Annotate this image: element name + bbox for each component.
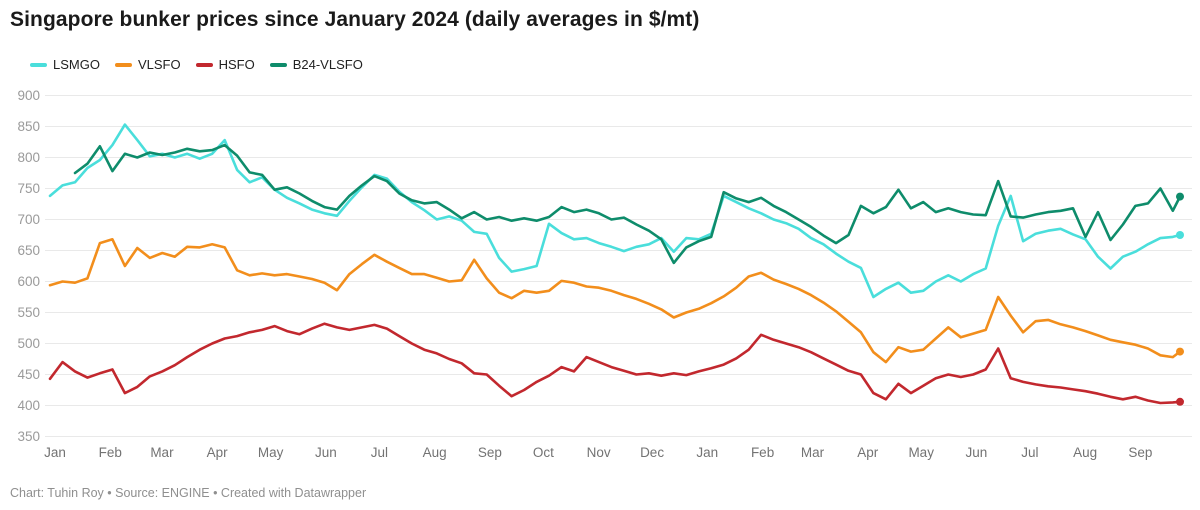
- chart-title: Singapore bunker prices since January 20…: [10, 8, 700, 31]
- y-tick-800: 800: [17, 150, 40, 165]
- y-tick-350: 350: [17, 429, 40, 444]
- chart-footer: Chart: Tuhin Roy • Source: ENGINE • Crea…: [10, 486, 367, 500]
- y-tick-500: 500: [17, 336, 40, 351]
- x-tick-9-oct: Oct: [533, 445, 554, 460]
- y-tick-650: 650: [17, 243, 40, 258]
- y-axis-labels: 900 850 800 750 700 650 600 550 500 450 400 350: [17, 88, 40, 444]
- x-tick-12-jan: Jan: [696, 445, 718, 460]
- x-tick-11-dec: Dec: [640, 445, 664, 460]
- series-line-b24-vlsfo[interactable]: [73, 143, 1182, 265]
- y-tick-550: 550: [17, 305, 40, 320]
- series-end-dot-b24-vlsfo: [1176, 192, 1184, 201]
- legend-item-hsfo: HSFO: [195, 57, 255, 72]
- series-end-dot-vlsfo: [1176, 347, 1184, 356]
- legend-label: VLSFO: [137, 57, 181, 72]
- x-tick-6-jul: Jul: [371, 445, 388, 460]
- x-tick-17-jun: Jun: [966, 445, 988, 460]
- series-end-dot-hsfo: [1176, 397, 1184, 406]
- legend: LSMGO VLSFO HSFO B24-VLSFO: [30, 57, 378, 72]
- series-line-vlsfo[interactable]: [48, 238, 1182, 364]
- x-tick-0-jan: Jan: [44, 445, 66, 460]
- legend-swatch-b24-vlsfo: [269, 62, 287, 67]
- series-line-hsfo[interactable]: [48, 322, 1182, 405]
- legend-swatch-hsfo: [195, 62, 213, 67]
- x-tick-19-aug: Aug: [1073, 445, 1097, 460]
- x-tick-10-nov: Nov: [587, 445, 611, 460]
- legend-label: LSMGO: [53, 57, 100, 72]
- y-tick-750: 750: [17, 181, 40, 196]
- x-tick-3-apr: Apr: [207, 445, 229, 460]
- x-tick-18-jul: Jul: [1021, 445, 1038, 460]
- x-tick-2-mar: Mar: [150, 445, 174, 460]
- y-tick-900: 900: [17, 88, 40, 103]
- legend-swatch-vlsfo: [114, 62, 132, 67]
- x-tick-1-feb: Feb: [99, 445, 122, 460]
- y-tick-450: 450: [17, 367, 40, 382]
- legend-label: B24-VLSFO: [292, 57, 363, 72]
- series-line-lsmgo[interactable]: [48, 123, 1182, 299]
- x-tick-16-may: May: [908, 445, 934, 460]
- legend-swatch-lsmgo: [30, 62, 47, 67]
- x-tick-5-jun: Jun: [315, 445, 337, 460]
- y-tick-700: 700: [17, 212, 40, 227]
- legend-item-vlsfo: VLSFO: [114, 57, 181, 72]
- x-tick-7-aug: Aug: [423, 445, 447, 460]
- legend-label: HSFO: [218, 57, 255, 72]
- x-axis-labels: Jan Feb Mar Apr May Jun Jul Aug Sep Oct Nov Dec Jan F…: [44, 445, 1152, 460]
- series-end-dot-lsmgo: [1176, 231, 1184, 239]
- x-tick-13-feb: Feb: [751, 445, 774, 460]
- y-tick-600: 600: [17, 274, 40, 289]
- x-tick-20-sep: Sep: [1128, 445, 1152, 460]
- x-tick-15-apr: Apr: [857, 445, 879, 460]
- x-tick-8-sep: Sep: [478, 445, 502, 460]
- y-tick-400: 400: [17, 398, 40, 413]
- x-tick-4-may: May: [258, 445, 284, 460]
- x-tick-14-mar: Mar: [801, 445, 825, 460]
- legend-item-b24-vlsfo: B24-VLSFO: [269, 57, 363, 72]
- legend-item-lsmgo: LSMGO: [30, 57, 100, 72]
- y-tick-850: 850: [17, 119, 40, 134]
